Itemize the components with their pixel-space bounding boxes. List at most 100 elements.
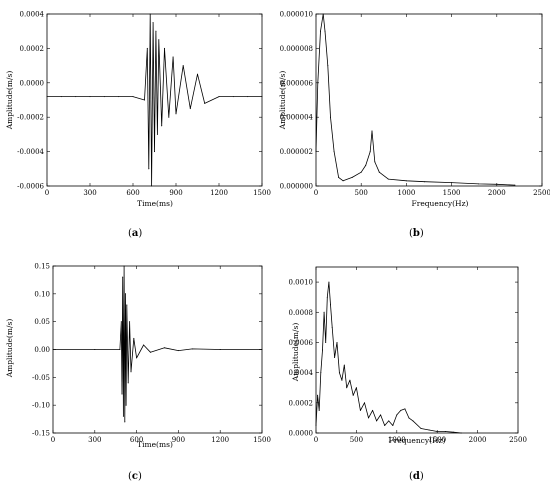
- chart-d-data-point: [315, 425, 317, 426]
- chart-b-data-point: [330, 116, 331, 118]
- chart-d-ytick-label: 0.0010: [289, 279, 314, 287]
- chart-c-data-point: [94, 349, 96, 350]
- chart-b-data-point: [342, 180, 344, 182]
- chart-a-data-point: [149, 13, 151, 15]
- chart-a-data-point: [146, 47, 148, 49]
- chart-a-data-point: [46, 96, 48, 98]
- chart-b-data-point: [451, 182, 453, 184]
- chart-d-plot: 0 500 1000 1500 2000 2500 0.0000 0.0002 0.0004 0.…: [289, 266, 527, 444]
- chart-d-xtick-label: 0: [314, 436, 318, 444]
- chart-d-caption: (d): [409, 471, 424, 482]
- chart-b-ylabel: Amplitude(m/s): [278, 71, 287, 131]
- chart-a-ylabel: Amplitude(m/s): [5, 71, 14, 131]
- chart-b-data-point: [320, 30, 321, 32]
- chart-b-data-point: [338, 176, 340, 178]
- chart-a-caption: (a): [128, 228, 142, 239]
- chart-c-data-point: [120, 321, 122, 323]
- chart-b-data-point: [333, 151, 335, 153]
- chart-b-xtick-label: 0: [314, 189, 318, 197]
- chart-b-data-point: [365, 164, 367, 166]
- chart-c-xtick-label: 1200: [211, 436, 229, 444]
- chart-a-ytick-label: 0.0004: [20, 11, 45, 19]
- chart-c-data-point: [122, 415, 124, 417]
- chart-b-data-point: [374, 161, 376, 163]
- chart-a-data-point: [132, 96, 134, 98]
- chart-d-data-point: [408, 417, 410, 419]
- chart-d-xtick-label: 500: [350, 436, 363, 444]
- chart-a-ytick-label: -0.0002: [17, 114, 44, 122]
- chart-a-data-point: [161, 125, 163, 127]
- chart-d-data-point: [400, 409, 402, 411]
- chart-a-data-point: [152, 22, 154, 24]
- chart-b-data-point: [387, 178, 389, 180]
- chart-d-data-point: [355, 387, 357, 389]
- chart-a-data-point: [144, 99, 145, 101]
- chart-d-data-point: [376, 420, 378, 422]
- chart-d-data-point: [428, 429, 430, 431]
- chart-d-data-point: [436, 431, 438, 432]
- chart-a-xtick-label: 1500: [253, 189, 271, 197]
- chart-b-ytick-label: 0.000002: [280, 148, 313, 156]
- chart-c-data-point: [150, 351, 151, 353]
- chart-c-data-point: [143, 344, 145, 346]
- chart-a-data-point: [168, 116, 170, 118]
- chart-d-data-point: [444, 431, 446, 432]
- chart-d-data-point: [328, 281, 330, 283]
- chart-d-data-point: [341, 379, 343, 381]
- chart-d-data-point: [320, 372, 322, 374]
- chart-b-data-point: [478, 183, 480, 185]
- chart-c-ytick-label: -0.05: [32, 374, 50, 382]
- chart-c-data-point: [130, 371, 132, 373]
- chart-panel-b: 0 500 1000 1500 2000 2500 0.000000 0.000002 0.00…: [278, 11, 550, 240]
- chart-b-data-point: [369, 151, 371, 153]
- chart-c-xtick-label: 0: [51, 436, 55, 444]
- chart-b-data-point: [322, 13, 324, 15]
- chart-a-xtick-label: 900: [169, 189, 182, 197]
- chart-c-data-point: [133, 337, 135, 339]
- chart-c-ytick-label: 0.10: [34, 290, 50, 298]
- chart-c-data-point: [122, 276, 124, 278]
- chart-b-xtick-label: 500: [355, 189, 368, 197]
- chart-a-data-point: [156, 133, 158, 135]
- chart-c-data-point: [219, 349, 221, 350]
- chart-d-ylabel: Amplitude(m/s): [291, 323, 300, 383]
- chart-d-xtick-label: 2500: [509, 436, 527, 444]
- chart-c-data-point: [164, 347, 165, 349]
- chart-d-xtick-label: 2000: [469, 436, 487, 444]
- chart-b-xtick-label: 2500: [533, 189, 550, 197]
- chart-b-xtick-label: 1500: [443, 189, 461, 197]
- chart-d-xlabel: Frequency(Hz): [389, 436, 446, 445]
- chart-a-ytick-label: 0.0000: [20, 79, 45, 87]
- chart-c-data-point: [124, 421, 126, 423]
- chart-b-data-point: [496, 183, 498, 185]
- chart-d-data-point: [404, 408, 406, 410]
- chart-d-data-point: [346, 387, 348, 389]
- chart-c-data-point: [119, 349, 121, 350]
- chart-d-data-point: [331, 326, 333, 328]
- chart-b-ytick-label: 0.000006: [280, 79, 314, 87]
- chart-b-data-point: [514, 184, 516, 186]
- chart-d-data-point: [330, 304, 331, 306]
- chart-c-caption: (c): [128, 471, 142, 482]
- chart-c-data-point: [52, 349, 54, 350]
- chart-panel-d: 0 500 1000 1500 2000 2500 0.0000 0.0002 0.0004 0.…: [289, 266, 527, 482]
- chart-d-ytick-label: 0.0008: [289, 309, 314, 317]
- chart-panel-a: 0 300 600 900 1200 1500 -0.0006 -0.0004 -0.0002 0…: [5, 11, 271, 240]
- chart-c-ylabel: Amplitude(m/s): [5, 319, 14, 379]
- chart-c-ytick-label: 0.05: [34, 318, 50, 326]
- chart-b-data-point: [351, 176, 353, 178]
- chart-c-xtick-label: 1500: [253, 436, 271, 444]
- chart-b-data-point: [378, 171, 380, 173]
- chart-b-caption: (b): [409, 228, 424, 239]
- chart-b-ytick-label: 0.000004: [280, 114, 314, 122]
- chart-d-series-line: [315, 281, 462, 434]
- chart-c-data-point: [123, 265, 125, 267]
- chart-d-data-point: [364, 402, 365, 404]
- chart-a-ytick-label: -0.0004: [17, 148, 44, 156]
- chart-a-xtick-label: 600: [126, 189, 139, 197]
- chart-a-data-point: [118, 96, 120, 98]
- chart-b-frame: [315, 13, 543, 187]
- chart-panel-c: 0 300 600 900 1200 1500 -0.15 -0.10 -0.05 0.00 0.0…: [5, 263, 271, 483]
- chart-c-ytick-label: 0.15: [34, 263, 50, 271]
